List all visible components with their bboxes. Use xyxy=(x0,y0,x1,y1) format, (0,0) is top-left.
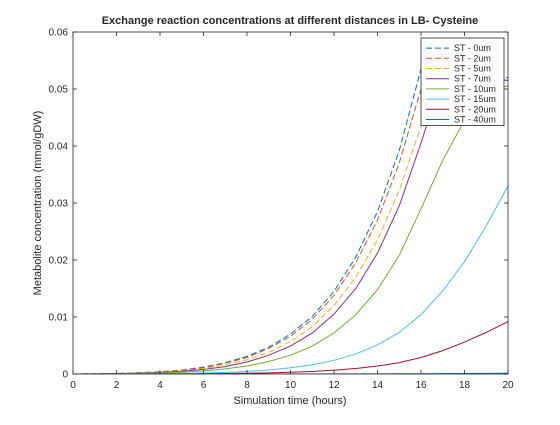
x-tick-label: 20 xyxy=(502,380,514,391)
x-tick-label: 4 xyxy=(157,380,163,391)
x-tick-label: 2 xyxy=(114,380,120,391)
legend-label-2: ST - 5um xyxy=(454,64,491,74)
y-tick-label: 0.05 xyxy=(49,85,69,96)
legend-label-1: ST - 2um xyxy=(454,53,491,63)
ticks-layer: 0 2 4 6 8 10 12 14 16 18 20 0 0.01 0.02 0.03 0.04 0.05 0.… xyxy=(49,28,514,392)
legend-label-7: ST - 40um xyxy=(454,115,496,125)
legend-box xyxy=(420,37,505,126)
y-tick-label: 0.04 xyxy=(49,142,69,153)
x-tick-label: 0 xyxy=(70,380,76,391)
chart-title: Exchange reaction concentrations at diff… xyxy=(102,15,479,27)
legend-label-0: ST - 0um xyxy=(454,43,491,53)
x-tick-label: 12 xyxy=(328,380,340,391)
x-tick-label: 14 xyxy=(372,380,384,391)
x-tick-label: 18 xyxy=(459,380,471,391)
y-tick-label: 0.01 xyxy=(49,313,69,324)
x-tick-label: 8 xyxy=(244,380,250,391)
legend-label-3: ST - 7um xyxy=(454,74,491,84)
legend-label-6: ST - 20um xyxy=(454,104,496,114)
y-tick-label: 0.02 xyxy=(49,256,69,267)
y-axis-label: Metabolite concentration (mmol/gDW) xyxy=(32,111,44,296)
series-line-4 xyxy=(73,85,508,374)
y-tick-label: 0.03 xyxy=(49,199,69,210)
x-tick-label: 16 xyxy=(415,380,427,391)
x-tick-label: 6 xyxy=(201,380,207,391)
y-tick-label: 0 xyxy=(62,370,68,381)
legend-label-4: ST - 10um xyxy=(454,84,496,94)
x-tick-label: 10 xyxy=(285,380,297,391)
y-tick-label: 0.06 xyxy=(49,28,69,39)
legend-label-5: ST - 15um xyxy=(454,94,496,104)
x-axis-label: Simulation time (hours) xyxy=(233,395,346,407)
